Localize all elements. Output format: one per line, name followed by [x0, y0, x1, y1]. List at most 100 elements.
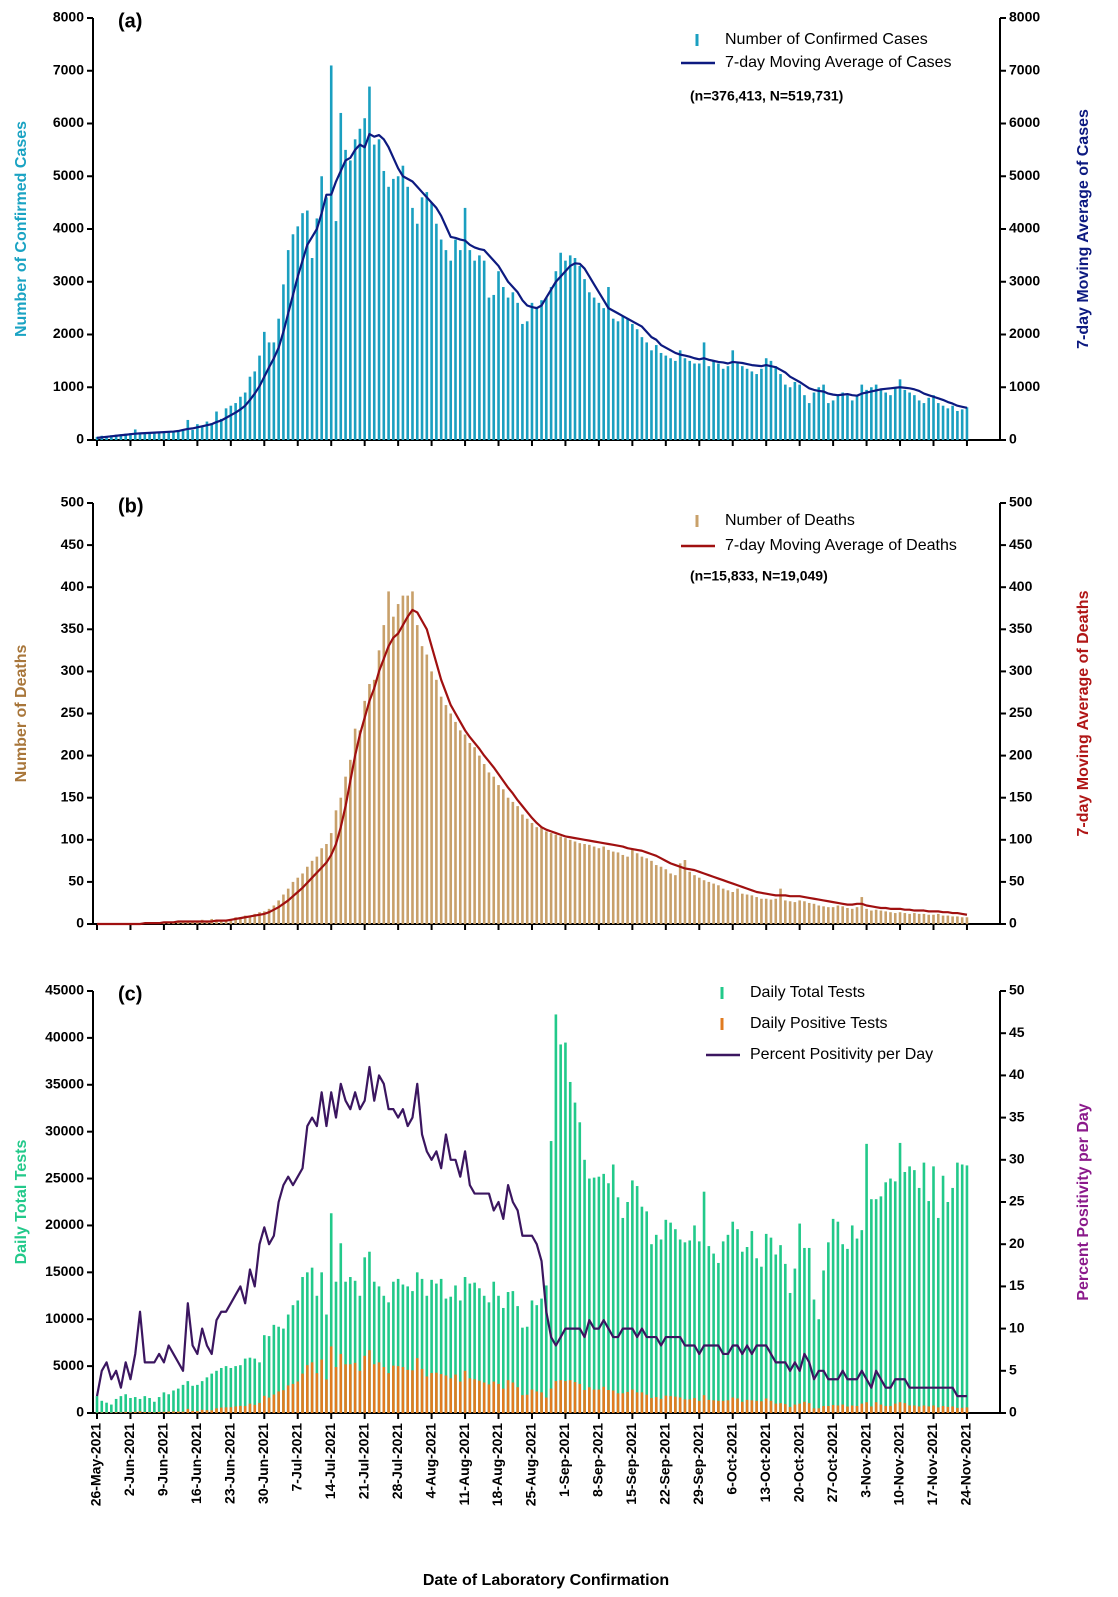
bar	[683, 358, 687, 440]
bar	[607, 1390, 610, 1413]
bar	[822, 384, 825, 440]
bar	[626, 1202, 629, 1413]
bar	[674, 360, 677, 440]
bar	[368, 684, 371, 924]
bar	[535, 1391, 539, 1413]
bar	[717, 885, 720, 924]
bar	[401, 1284, 405, 1413]
bar	[349, 1277, 352, 1413]
bar	[836, 1221, 840, 1413]
y-tick-label: 400	[61, 578, 85, 594]
bar	[186, 921, 190, 924]
bar	[277, 1391, 280, 1413]
bar	[602, 1173, 605, 1413]
bar	[487, 772, 491, 924]
bar	[659, 866, 663, 924]
bar	[846, 1406, 849, 1413]
bar	[616, 852, 620, 924]
bar	[95, 1396, 99, 1413]
bar	[215, 919, 218, 924]
bar	[191, 1410, 194, 1413]
x-tick-label: 29-Sep-2021	[690, 1423, 706, 1505]
bar	[205, 1377, 209, 1413]
bar	[301, 1373, 304, 1413]
bar	[525, 1326, 529, 1413]
bar	[205, 421, 209, 440]
bar	[822, 1405, 825, 1413]
bar	[769, 360, 773, 440]
y2-tick-label: 50	[1009, 873, 1025, 889]
bar	[377, 1362, 381, 1413]
bar	[215, 1370, 218, 1413]
bar	[956, 1162, 959, 1413]
bar	[162, 432, 166, 440]
bar	[764, 898, 768, 924]
bar	[200, 426, 204, 440]
bar	[874, 1402, 878, 1413]
bar	[267, 908, 271, 924]
bar	[865, 389, 868, 440]
bar	[645, 342, 648, 440]
bar	[798, 384, 801, 440]
bar	[564, 1381, 567, 1413]
bar	[726, 1400, 730, 1413]
bar	[377, 139, 381, 440]
bar	[535, 827, 539, 924]
bar	[893, 387, 897, 440]
bar	[635, 853, 639, 924]
bar	[540, 1392, 543, 1413]
bar	[148, 432, 151, 440]
bar	[674, 875, 677, 924]
bar	[626, 1391, 629, 1413]
bar	[951, 405, 954, 440]
bar	[640, 1206, 644, 1413]
bar	[760, 368, 763, 440]
bar	[554, 1014, 558, 1413]
bar	[344, 776, 347, 924]
bar	[291, 1305, 295, 1413]
bar	[344, 149, 347, 440]
y-tick-label: 45000	[45, 982, 84, 998]
y-tick-label: 40000	[45, 1029, 84, 1045]
bar	[946, 1406, 950, 1413]
bar	[263, 331, 266, 440]
bar	[893, 1403, 897, 1413]
panel-label: (c)	[118, 983, 142, 1005]
bar	[215, 411, 218, 440]
bar	[458, 1300, 462, 1413]
bar	[368, 1350, 371, 1413]
bar	[286, 250, 290, 440]
bar	[435, 1372, 438, 1413]
bar	[200, 1381, 204, 1413]
bar	[602, 846, 605, 924]
bar	[936, 1217, 940, 1413]
bar	[702, 342, 706, 440]
bar	[530, 302, 534, 440]
bar	[712, 883, 715, 924]
bar	[334, 1281, 338, 1413]
bar	[282, 1390, 285, 1413]
x-axis-title: Date of Laboratory Confirmation	[423, 1572, 669, 1589]
bar	[272, 1394, 276, 1413]
bar	[530, 822, 534, 924]
bar	[908, 392, 911, 440]
bar	[516, 806, 519, 924]
bar	[650, 1244, 653, 1413]
bar	[836, 905, 840, 924]
bar	[592, 1177, 596, 1413]
bar	[196, 1384, 199, 1413]
bar	[898, 912, 902, 924]
y-axis-title: Number of Confirmed Cases	[13, 121, 30, 337]
bar	[659, 1398, 663, 1413]
bar	[353, 1280, 357, 1413]
y2-tick-label: 5000	[1009, 167, 1040, 183]
bar	[224, 1407, 228, 1413]
bar	[760, 1401, 763, 1413]
bar	[411, 591, 414, 924]
bar	[148, 1397, 151, 1413]
x-tick-label: 26-May-2021	[88, 1423, 104, 1506]
bar	[95, 436, 99, 440]
bar	[521, 814, 524, 924]
bar	[588, 1178, 591, 1413]
bar	[922, 403, 926, 440]
